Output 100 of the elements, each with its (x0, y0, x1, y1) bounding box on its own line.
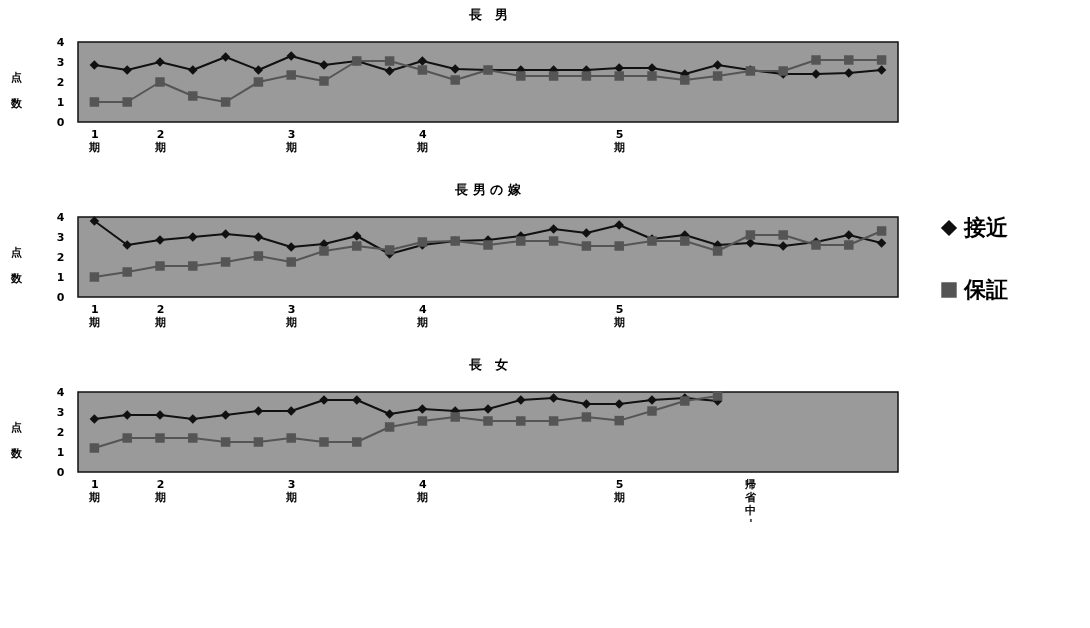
point (253, 251, 264, 261)
point (876, 65, 887, 75)
point (712, 60, 723, 70)
y-tick-label: 0 (56, 465, 65, 479)
point (548, 416, 559, 426)
legend-label: 接近 (963, 215, 1008, 240)
point (680, 236, 690, 246)
point (220, 52, 231, 62)
x-tick-label: 1期 (88, 127, 101, 154)
point (483, 416, 493, 426)
point (286, 70, 296, 80)
point (188, 261, 198, 271)
point (450, 75, 460, 85)
point (319, 246, 329, 256)
point (548, 393, 559, 403)
point (811, 55, 821, 65)
y-tick-label: 2 (56, 425, 65, 439)
point (188, 91, 198, 101)
point (745, 238, 756, 248)
y-tick-label: 4 (56, 385, 65, 399)
point (844, 240, 854, 250)
point (122, 97, 132, 107)
point (417, 56, 428, 66)
x-tick-label: 5期 (613, 477, 626, 504)
point (581, 228, 592, 238)
x-tick-label: 帰省中' (744, 477, 758, 530)
point (516, 236, 526, 246)
point (581, 71, 592, 81)
y-tick-label: 1 (56, 270, 65, 284)
x-tick-label: 4期 (416, 302, 429, 329)
point (384, 56, 395, 66)
point (417, 65, 428, 75)
point (712, 391, 723, 401)
point (712, 246, 723, 256)
x-tick-label: 2期 (154, 127, 166, 154)
point (548, 71, 559, 81)
point (778, 230, 788, 240)
point (581, 412, 592, 422)
point (384, 409, 395, 419)
point (614, 415, 624, 426)
point (89, 216, 100, 226)
y-tick-label: 3 (56, 405, 65, 419)
point (516, 416, 526, 426)
point (450, 412, 460, 422)
point (548, 236, 559, 246)
point (220, 257, 231, 267)
point (384, 66, 395, 76)
point (286, 257, 296, 267)
y-axis-title: 点数 (10, 70, 24, 110)
point (417, 416, 428, 426)
y-tick-label: 1 (56, 95, 65, 109)
point (417, 404, 428, 414)
y-axis-title: 点数 (10, 420, 24, 460)
point (614, 71, 624, 81)
point (680, 75, 690, 85)
legend-label: 保証 (963, 277, 1008, 302)
x-tick-label: 3期 (285, 302, 298, 329)
point (876, 55, 887, 65)
point (253, 77, 264, 87)
point (647, 406, 657, 416)
point (844, 55, 854, 65)
point (253, 65, 264, 75)
point (253, 437, 264, 447)
chart-title: 長 男 の 嫁 (454, 182, 522, 197)
x-tick-label: 2期 (154, 477, 166, 504)
point (712, 71, 723, 81)
point (188, 433, 198, 443)
x-tick-label: 3期 (285, 127, 298, 154)
point (319, 437, 329, 447)
y-tick-label: 3 (56, 230, 65, 244)
point (220, 437, 231, 447)
point (745, 230, 756, 240)
y-tick-label: 0 (56, 290, 65, 304)
point (89, 97, 100, 107)
point (89, 60, 100, 70)
x-tick-label: 5期 (613, 127, 626, 154)
point (319, 76, 329, 86)
x-tick-label: 3期 (285, 477, 298, 504)
point (89, 272, 100, 282)
point (384, 245, 395, 255)
y-tick-label: 1 (56, 445, 65, 459)
y-tick-label: 2 (56, 250, 65, 264)
x-tick-label: 1期 (88, 302, 101, 329)
point (876, 226, 887, 236)
point (122, 267, 132, 277)
y-tick-label: 2 (56, 75, 65, 89)
y-tick-label: 4 (56, 210, 65, 224)
point (89, 414, 100, 424)
point (155, 433, 165, 443)
point (253, 232, 264, 242)
point (581, 241, 592, 251)
point (220, 229, 231, 239)
point (352, 437, 362, 447)
x-tick-label: 2期 (154, 302, 166, 329)
x-tick-label: 5期 (613, 302, 626, 329)
point (286, 433, 296, 443)
point (352, 241, 362, 251)
y-axis-title: 点数 (10, 245, 24, 285)
y-tick-label: 4 (56, 35, 65, 49)
point (876, 238, 887, 248)
